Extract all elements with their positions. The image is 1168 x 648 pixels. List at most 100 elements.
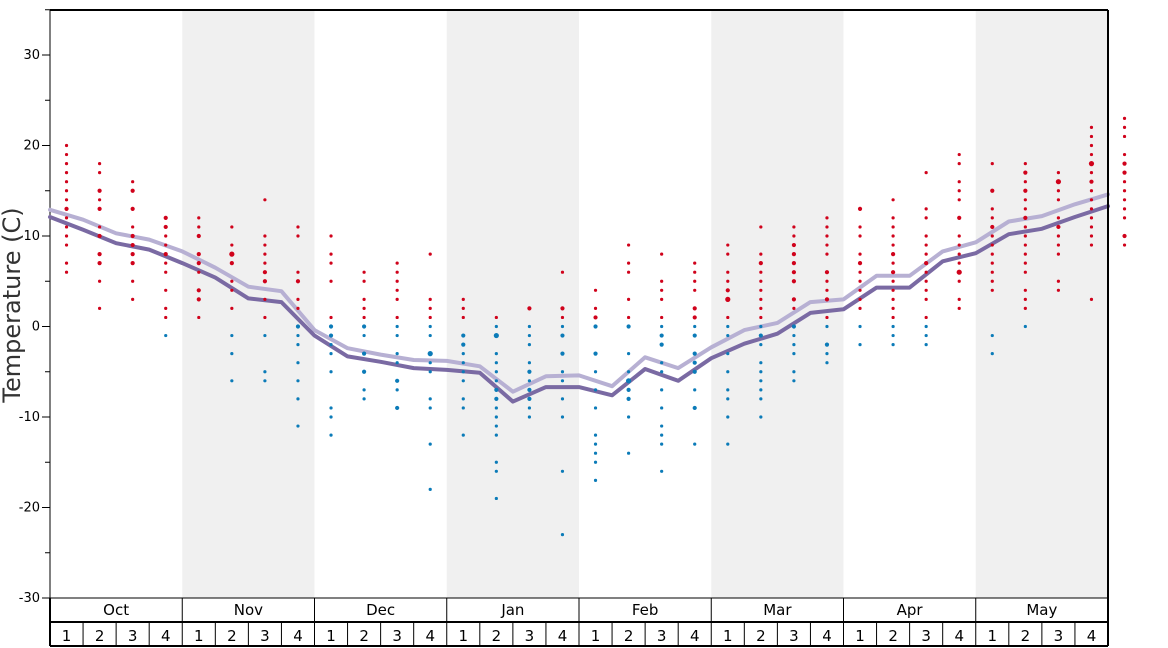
temperature-dot <box>296 343 300 347</box>
temperature-dot <box>296 306 300 310</box>
temperature-dot <box>64 225 69 229</box>
temperature-dot <box>1023 207 1027 211</box>
temperature-dot <box>924 333 928 338</box>
week-label: 2 <box>227 627 237 645</box>
temperature-dot <box>296 397 300 401</box>
y-tick-label: -30 <box>19 591 40 606</box>
temperature-dot <box>560 370 565 374</box>
temperature-dot <box>230 288 234 292</box>
temperature-dot <box>891 333 895 338</box>
temperature-dot <box>494 433 498 437</box>
temperature-dot <box>262 270 268 275</box>
temperature-dot <box>461 379 465 383</box>
temperature-dot <box>1122 116 1127 120</box>
temperature-dot <box>461 406 465 410</box>
temperature-dot <box>461 306 465 310</box>
temperature-dot <box>560 315 565 320</box>
temperature-dot <box>1023 297 1027 301</box>
temperature-dot <box>196 233 201 239</box>
temperature-dot <box>263 198 267 202</box>
temperature-dot <box>692 333 697 338</box>
temperature-dot <box>1122 243 1127 247</box>
temperature-dot <box>494 469 498 473</box>
temperature-dot <box>328 333 334 338</box>
temperature-dot <box>626 352 631 356</box>
temperature-dot <box>1089 216 1094 220</box>
temperature-dot <box>791 297 797 302</box>
month-label-oct: Oct <box>103 601 129 619</box>
temperature-dot <box>1089 125 1094 129</box>
temperature-dot <box>825 361 829 365</box>
temperature-dot <box>329 370 333 374</box>
temperature-dot <box>759 297 763 301</box>
temperature-dot <box>759 388 763 392</box>
week-label: 3 <box>260 627 270 645</box>
temperature-dot <box>924 343 928 347</box>
temperature-dot <box>527 369 532 374</box>
temperature-dot <box>1089 225 1094 229</box>
temperature-dot <box>924 297 928 301</box>
temperature-dot <box>361 369 367 374</box>
week-axis: 1 2 3 4 1 2 3 4 1 2 3 4 1 2 3 4 1 2 3 4 1 2 3 4 1 2 3 4 1 2 3 4 <box>62 622 1096 646</box>
temperature-dot <box>726 270 730 274</box>
temperature-dot <box>626 451 631 455</box>
temperature-dot <box>329 343 333 347</box>
temperature-dot <box>693 270 697 274</box>
week-label: 4 <box>822 627 832 645</box>
temperature-dot <box>990 270 994 274</box>
week-label: 4 <box>425 627 435 645</box>
temperature-dot <box>97 206 102 211</box>
temperature-dot <box>660 297 664 301</box>
temperature-dot <box>64 189 69 193</box>
temperature-dot <box>1089 243 1094 247</box>
temperature-dot <box>130 188 135 193</box>
temperature-dot <box>660 370 664 374</box>
temperature-dot <box>593 370 598 374</box>
y-tick-label: -20 <box>19 501 40 516</box>
temperature-dot <box>759 415 763 419</box>
temperature-dot <box>659 333 664 338</box>
temperature-dot <box>362 333 366 338</box>
temperature-dot <box>362 397 366 401</box>
temperature-dot <box>1089 207 1094 211</box>
temperature-dot <box>957 189 961 193</box>
temperature-dot <box>660 361 664 365</box>
week-label: 1 <box>62 627 72 645</box>
temperature-dot <box>560 415 565 419</box>
temperature-dot <box>494 361 498 365</box>
temperature-dot <box>230 279 234 283</box>
temperature-dot <box>230 379 234 383</box>
temperature-dot <box>1056 171 1061 175</box>
temperature-dot <box>626 243 631 247</box>
temperature-dot <box>990 207 994 211</box>
temperature-dot <box>1023 234 1027 238</box>
temperature-dot <box>957 215 962 220</box>
week-label: 1 <box>194 627 204 645</box>
temperature-dot <box>726 252 730 256</box>
temperature-dot <box>395 324 399 329</box>
temperature-dot <box>924 252 928 256</box>
temperature-dot <box>791 279 797 284</box>
temperature-dot <box>163 215 168 220</box>
temperature-dot <box>593 351 598 356</box>
temperature-dot <box>494 396 499 401</box>
temperature-dot <box>759 288 763 292</box>
temperature-dot <box>858 343 862 347</box>
temperature-dot <box>825 243 829 247</box>
temperature-dot <box>593 478 598 482</box>
temperature-dot <box>230 225 234 229</box>
temperature-dot <box>428 487 432 491</box>
temperature-dot <box>560 333 565 338</box>
month-label-jan: Jan <box>500 601 524 619</box>
temperature-dot <box>560 397 565 401</box>
temperature-dot <box>692 405 697 411</box>
temperature-dot <box>395 297 399 301</box>
temperature-dot <box>428 370 432 374</box>
temperature-dot <box>1122 207 1127 211</box>
temperature-dot <box>362 306 366 310</box>
temperature-dot <box>990 333 994 338</box>
y-axis-label: Temperature (C) <box>0 207 26 403</box>
temperature-dot <box>593 324 598 329</box>
temperature-dot <box>924 207 928 211</box>
